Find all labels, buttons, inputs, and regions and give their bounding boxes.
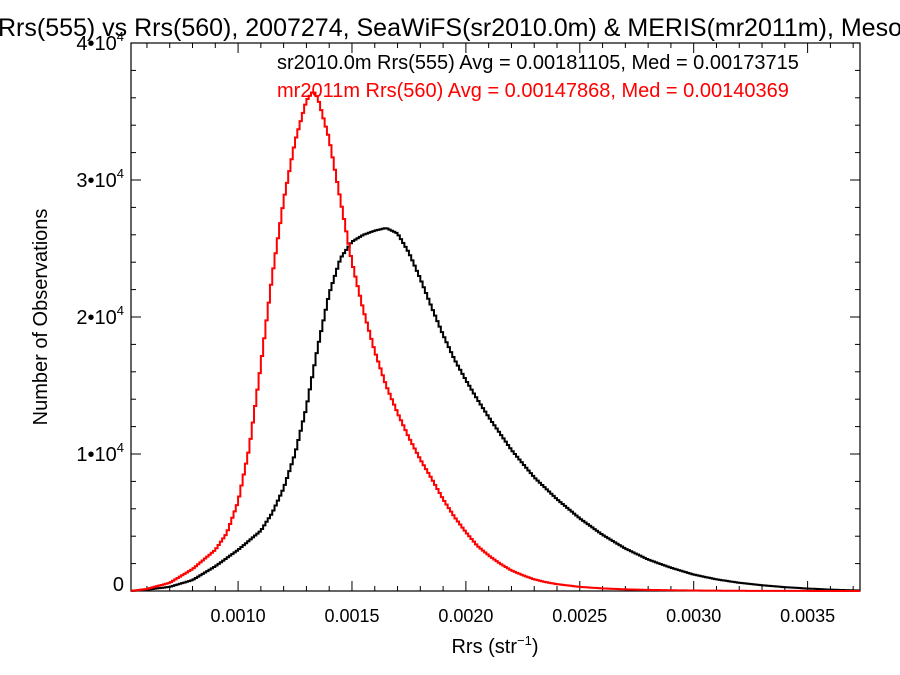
x-tick-label: 0.0025 — [552, 606, 607, 626]
x-axis-label-sup: −1 — [517, 633, 532, 648]
x-axis-label-close: ) — [532, 636, 539, 658]
plot-frame — [130, 42, 861, 592]
series-lines — [131, 91, 860, 592]
chart-title: Rrs(555) vs Rrs(560), 2007274, SeaWiFS(s… — [0, 14, 900, 42]
series-line-rrs555 — [131, 227, 860, 592]
x-tick-label: 0.0035 — [780, 606, 835, 626]
y-tick-label: 2•104 — [76, 303, 124, 329]
x-axis-ticks: 0.0010 0.0015 0.0020 0.0025 0.0030 0.0035 — [146, 43, 854, 626]
x-tick-label: 0.0010 — [211, 606, 266, 626]
y-tick-label: 1•104 — [76, 440, 124, 466]
annotation-rrs560: mr2011m Rrs(560) Avg = 0.00147868, Med =… — [277, 80, 789, 102]
y-tick-label: 4•104 — [76, 29, 124, 55]
x-axis-label-base: Rrs (str — [451, 636, 517, 658]
annotation-rrs555: sr2010.0m Rrs(555) Avg = 0.00181105, Med… — [277, 52, 799, 74]
x-tick-label: 0.0020 — [438, 606, 493, 626]
y-tick-label: 0 — [113, 574, 124, 596]
series-line-rrs560 — [131, 91, 860, 592]
x-axis-label: Rrs (str−1) — [451, 633, 538, 658]
y-tick-label: 3•104 — [76, 166, 124, 192]
y-axis-ticks: 0 1•104 2•104 3•104 4•104 — [76, 29, 860, 596]
x-tick-label: 0.0030 — [666, 606, 721, 626]
y-axis-label: Number of Observations — [30, 209, 52, 426]
x-tick-label: 0.0015 — [324, 606, 379, 626]
